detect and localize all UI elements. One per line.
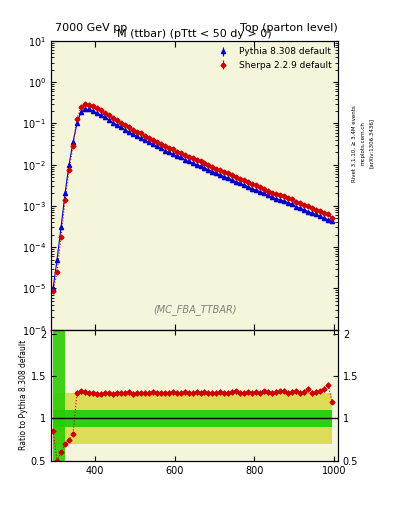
Text: Rivet 3.1.10, ≥ 3.4M events: Rivet 3.1.10, ≥ 3.4M events bbox=[352, 105, 357, 182]
Y-axis label: Ratio to Pythia 8.308 default: Ratio to Pythia 8.308 default bbox=[19, 340, 28, 451]
Text: mcplots.cern.ch: mcplots.cern.ch bbox=[361, 121, 366, 165]
Text: 7000 GeV pp: 7000 GeV pp bbox=[55, 23, 127, 33]
Legend: Pythia 8.308 default, Sherpa 2.2.9 default: Pythia 8.308 default, Sherpa 2.2.9 defau… bbox=[210, 46, 334, 72]
Title: M (ttbar) (pTtt < 50 dy > 0): M (ttbar) (pTtt < 50 dy > 0) bbox=[117, 29, 272, 39]
Text: Top (parton level): Top (parton level) bbox=[240, 23, 338, 33]
Text: [arXiv:1306.3436]: [arXiv:1306.3436] bbox=[369, 118, 374, 168]
Text: (MC_FBA_TTBAR): (MC_FBA_TTBAR) bbox=[153, 304, 236, 315]
